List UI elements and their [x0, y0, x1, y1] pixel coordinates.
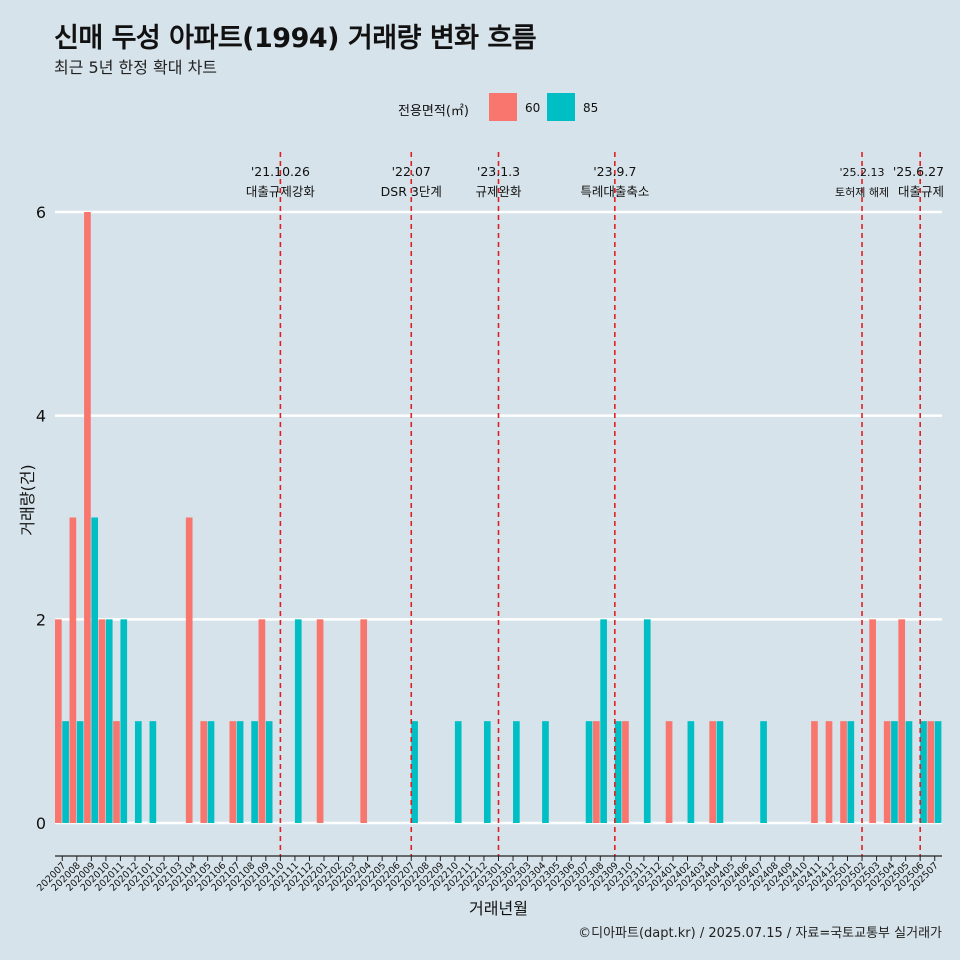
bar-60-202105 — [200, 721, 208, 823]
bar-85-202009 — [91, 517, 99, 823]
bar-60-202011 — [113, 721, 120, 823]
bar-85-202111 — [294, 619, 302, 823]
bar-85-202109 — [265, 721, 273, 823]
bar-85-202402 — [687, 721, 695, 823]
event-date-label: '25.2.13 — [840, 166, 885, 179]
y-tick-label: 4 — [36, 407, 46, 426]
legend: 전용면적(㎡) 60 85 — [0, 92, 960, 122]
bar-85-202007 — [62, 721, 69, 823]
bar-85-202307 — [585, 721, 593, 823]
event-date-label: '22.07 — [392, 164, 431, 179]
bar-85-202105 — [207, 721, 215, 823]
bar-60-202010 — [98, 619, 106, 823]
event-date-label: '25.6.27 — [893, 164, 944, 179]
event-name-label: 규제완화 — [475, 184, 522, 199]
bar-85-202308 — [600, 619, 607, 823]
bar-85-202404 — [716, 721, 724, 823]
bar-85-202107 — [236, 721, 244, 823]
bar-85-202507 — [934, 721, 942, 823]
event-name-label: 토허제 해제 — [835, 185, 889, 199]
bar-60-202504 — [883, 721, 891, 823]
legend-label-60: 60 — [525, 101, 541, 115]
legend-label-85: 85 — [583, 101, 599, 115]
legend-title: 전용면적(㎡) — [398, 104, 469, 119]
bar-85-202302 — [513, 721, 520, 823]
bar-60-202201 — [316, 619, 324, 823]
bar-60-202404 — [709, 721, 717, 823]
bar-85-202101 — [149, 721, 157, 823]
bar-85-202008 — [76, 721, 84, 823]
y-tick-label: 2 — [36, 610, 46, 629]
y-tick-label: 6 — [36, 203, 46, 222]
bar-85-202212 — [483, 721, 491, 823]
chart-title: 신매 두성 아파트(1994) 거래량 변화 흐름 — [54, 23, 537, 54]
bar-85-202309 — [614, 721, 622, 823]
bar-60-202505 — [898, 619, 906, 823]
bar-85-202311 — [643, 619, 651, 823]
bar-60-202204 — [360, 619, 368, 823]
legend-swatch-60 — [489, 93, 517, 121]
bar-85-202012 — [134, 721, 142, 823]
legend-swatch-85 — [547, 93, 575, 121]
bar-60-202308 — [593, 721, 600, 823]
bar-60-202107 — [229, 721, 237, 823]
bar-85-202010 — [105, 619, 113, 823]
bar-60-202411 — [811, 721, 818, 823]
chart-subtitle: 최근 5년 한정 확대 차트 — [54, 58, 218, 77]
event-date-label: '21.10.26 — [251, 164, 310, 179]
y-axis-title: 거래량(건) — [18, 464, 37, 535]
bar-60-202507 — [927, 721, 935, 823]
bar-85-202011 — [120, 619, 128, 823]
event-date-label: '23.1.3 — [477, 164, 520, 179]
bar-60-202009 — [84, 212, 91, 823]
bar-60-202007 — [55, 619, 62, 823]
x-axis-title: 거래년월 — [469, 899, 528, 918]
bar-85-202501 — [847, 721, 855, 823]
bar-60-202501 — [840, 721, 847, 823]
y-tick-label: 0 — [36, 814, 46, 833]
event-name-label: 대출규제강화 — [246, 184, 316, 199]
bar-60-202109 — [258, 619, 266, 823]
bar-60-202104 — [185, 517, 193, 823]
bar-85-202505 — [905, 721, 913, 823]
bar-60-202412 — [825, 721, 833, 823]
source-caption: ©디아파트(dapt.kr) / 2025.07.15 / 자료=국토교통부 실… — [578, 926, 942, 941]
bar-85-202207 — [411, 721, 418, 823]
bar-60-202008 — [69, 517, 77, 823]
event-name-label: DSR 3단계 — [381, 184, 442, 199]
bar-85-202407 — [760, 721, 767, 823]
bar-85-202504 — [891, 721, 898, 823]
bar-85-202506 — [920, 721, 927, 823]
bar-85-202108 — [251, 721, 258, 823]
event-name-label: 특례대출축소 — [580, 184, 649, 199]
bar-85-202304 — [542, 721, 549, 823]
bar-60-202310 — [622, 721, 629, 823]
event-date-label: '23.9.7 — [593, 164, 636, 179]
bar-60-202401 — [665, 721, 673, 823]
event-name-label: 대출규제 — [898, 184, 944, 199]
bar-60-202503 — [869, 619, 876, 823]
bar-85-202210 — [454, 721, 462, 823]
